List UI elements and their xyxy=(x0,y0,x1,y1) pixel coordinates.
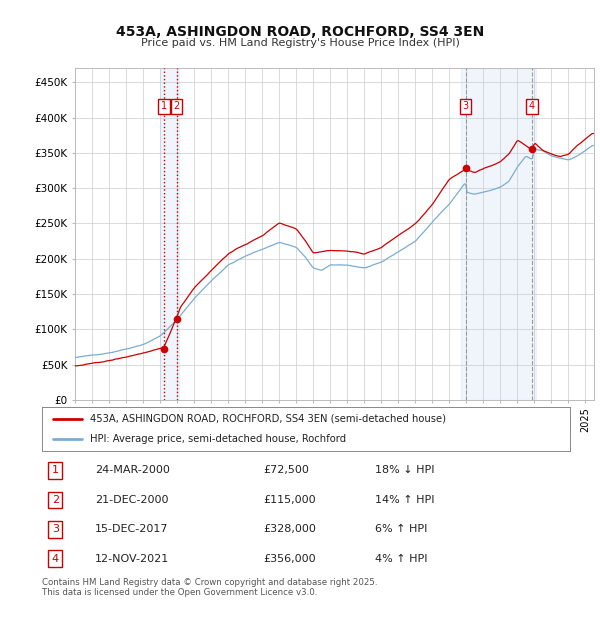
Text: 12-NOV-2021: 12-NOV-2021 xyxy=(95,554,169,564)
Text: 4% ↑ HPI: 4% ↑ HPI xyxy=(374,554,427,564)
Bar xyxy=(461,68,536,400)
Text: £115,000: £115,000 xyxy=(264,495,316,505)
Text: 18% ↓ HPI: 18% ↓ HPI xyxy=(374,466,434,476)
Text: 453A, ASHINGDON ROAD, ROCHFORD, SS4 3EN (semi-detached house): 453A, ASHINGDON ROAD, ROCHFORD, SS4 3EN … xyxy=(89,414,446,424)
Text: £72,500: £72,500 xyxy=(264,466,310,476)
Text: 3: 3 xyxy=(52,525,59,534)
Text: 15-DEC-2017: 15-DEC-2017 xyxy=(95,525,168,534)
Text: 1: 1 xyxy=(161,101,167,112)
Bar xyxy=(160,68,179,400)
Text: £328,000: £328,000 xyxy=(264,525,317,534)
Text: 2: 2 xyxy=(173,101,180,112)
Text: 21-DEC-2000: 21-DEC-2000 xyxy=(95,495,168,505)
Text: 24-MAR-2000: 24-MAR-2000 xyxy=(95,466,170,476)
Text: 1: 1 xyxy=(52,466,59,476)
Text: 3: 3 xyxy=(463,101,469,112)
Text: Price paid vs. HM Land Registry's House Price Index (HPI): Price paid vs. HM Land Registry's House … xyxy=(140,38,460,48)
Text: 4: 4 xyxy=(529,101,535,112)
Text: 6% ↑ HPI: 6% ↑ HPI xyxy=(374,525,427,534)
Text: £356,000: £356,000 xyxy=(264,554,316,564)
Text: 453A, ASHINGDON ROAD, ROCHFORD, SS4 3EN: 453A, ASHINGDON ROAD, ROCHFORD, SS4 3EN xyxy=(116,25,484,39)
Text: HPI: Average price, semi-detached house, Rochford: HPI: Average price, semi-detached house,… xyxy=(89,434,346,445)
Text: Contains HM Land Registry data © Crown copyright and database right 2025.
This d: Contains HM Land Registry data © Crown c… xyxy=(42,578,377,597)
Text: 14% ↑ HPI: 14% ↑ HPI xyxy=(374,495,434,505)
Text: 2: 2 xyxy=(52,495,59,505)
Text: 4: 4 xyxy=(52,554,59,564)
